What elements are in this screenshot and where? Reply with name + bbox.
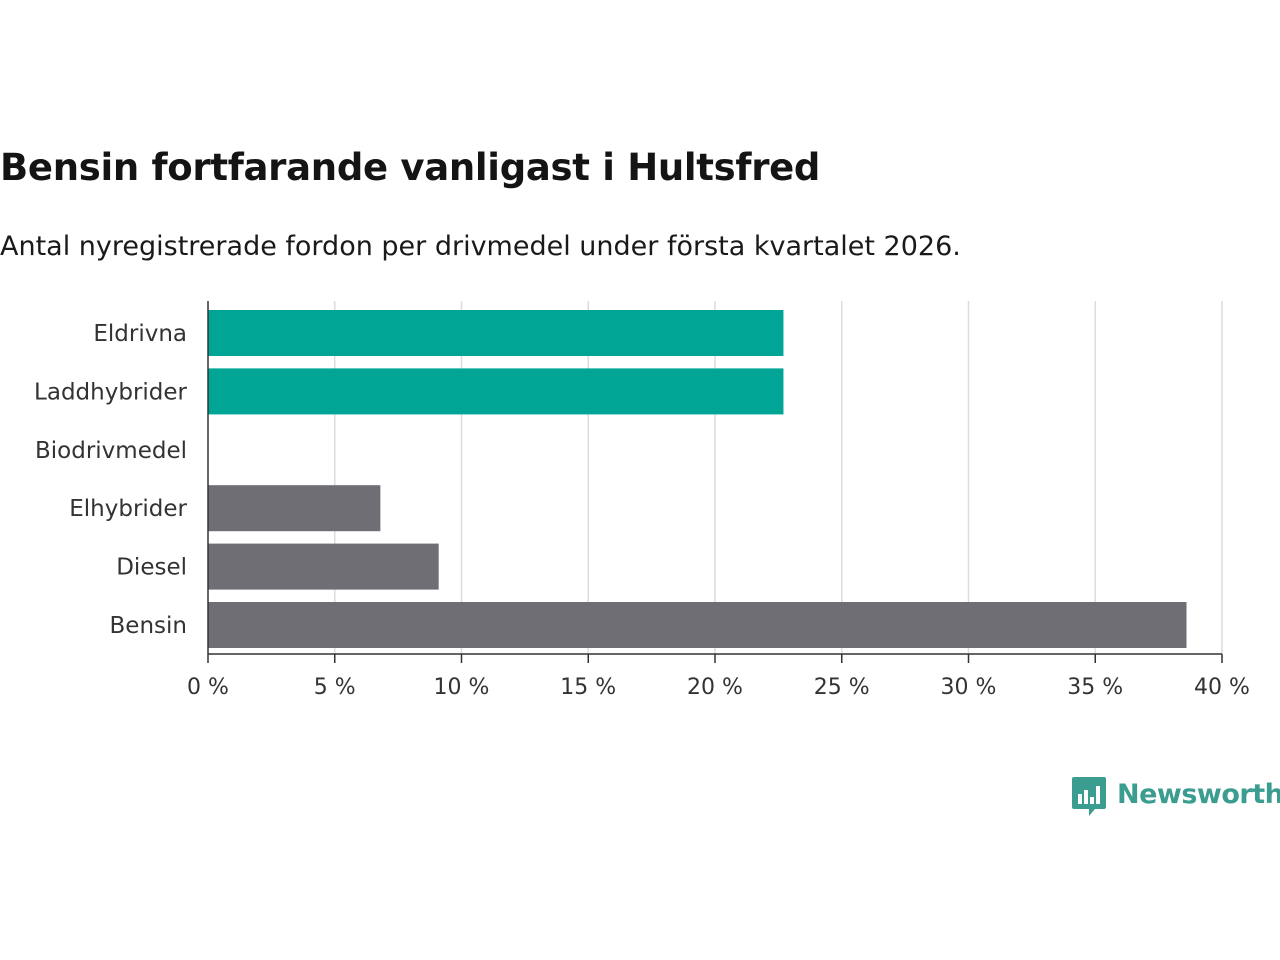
category-label-laddhybrider: Laddhybrider: [34, 379, 187, 405]
category-label-bensin: Bensin: [110, 613, 187, 639]
x-tick-label: 0 %: [187, 675, 229, 700]
x-tick-label: 40 %: [1194, 675, 1250, 700]
newsworthy-chart-icon: [1072, 777, 1106, 816]
x-tick-label: 20 %: [687, 675, 743, 700]
bar-laddhybrider: [208, 368, 784, 415]
bar-chart: 0 % 5 % 10 % 15 % 20 % 25 % 30 % 35 % 40 % Eldri…: [34, 301, 1250, 700]
logo-text: Newsworthy: [1117, 778, 1280, 810]
newsworthy-logo: Newsworthy: [1071, 775, 1280, 819]
category-label-eldrivna: Eldrivna: [93, 321, 187, 347]
chart-title: Bensin fortfarande vanligast i Hultsfred: [0, 146, 821, 189]
bars: [208, 310, 1187, 648]
x-tick-label: 5 %: [314, 675, 356, 700]
bar-bensin: [208, 602, 1187, 648]
x-tick-label: 35 %: [1067, 675, 1123, 700]
bar-elhybrider: [208, 485, 381, 532]
bar-diesel: [208, 543, 439, 590]
category-label-biodrivmedel: Biodrivmedel: [35, 438, 187, 464]
bar-eldrivna: [208, 310, 784, 356]
category-label-elhybrider: Elhybrider: [69, 496, 187, 522]
x-tick-label: 10 %: [434, 675, 490, 700]
grid-lines: [334, 301, 1223, 654]
x-tick-label: 30 %: [941, 675, 997, 700]
category-labels: Eldrivna Laddhybrider Biodrivmedel Elhybrid…: [34, 321, 187, 639]
category-label-diesel: Diesel: [116, 555, 187, 581]
x-axis: 0 % 5 % 10 % 15 % 20 % 25 % 30 % 35 % 40 %: [187, 301, 1250, 700]
chart-subtitle: Antal nyregistrerade fordon per drivmede…: [0, 231, 961, 262]
x-tick-label: 25 %: [814, 675, 870, 700]
x-tick-label: 15 %: [560, 675, 616, 700]
